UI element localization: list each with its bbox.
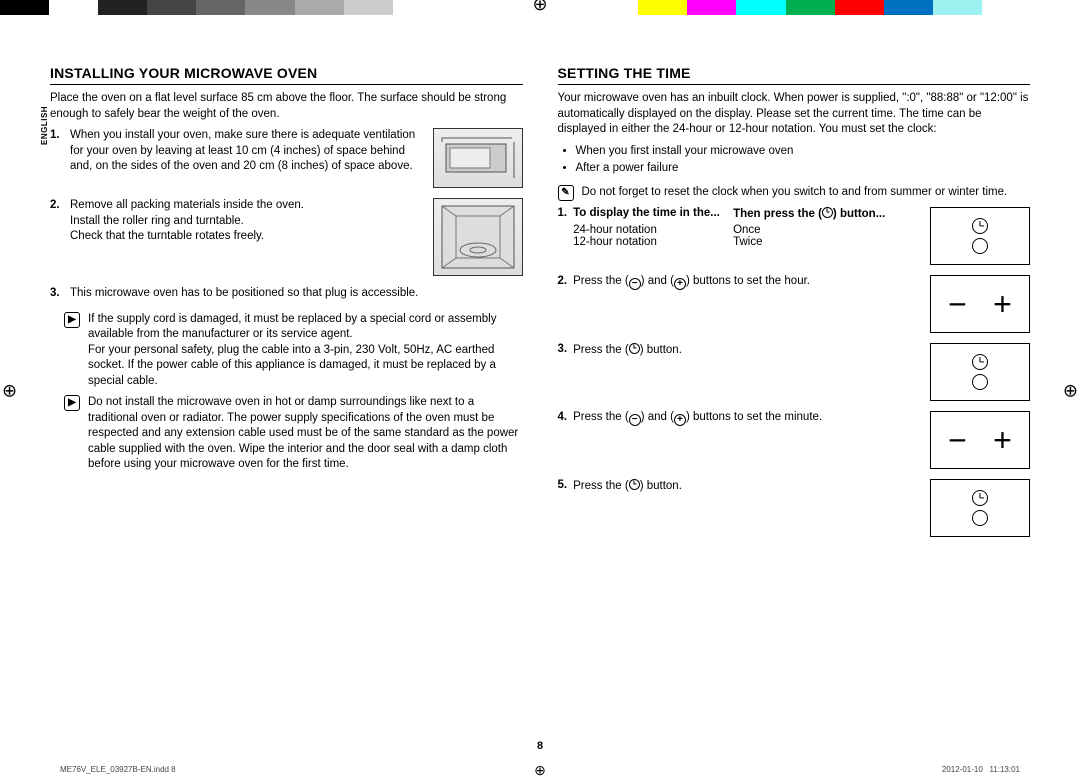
right-column: Setting the time Your microwave oven has… <box>558 65 1031 715</box>
clock-button-panel <box>930 343 1030 401</box>
heading-time: Setting the time <box>558 65 1031 85</box>
clock-icon <box>972 354 988 370</box>
button-circle <box>972 238 988 254</box>
warning-icon: ▶ <box>64 395 80 411</box>
print-footer: ME76V_ELE_03927B-EN.indd 8 ⊕ 2012-01-10 … <box>60 765 1020 774</box>
button-circle <box>972 510 988 526</box>
footer-datetime: 2012-01-10 11:13:01 <box>942 765 1020 774</box>
step1-head-b: Then press the () button... <box>733 207 885 220</box>
plus-minus-panel: − + <box>930 275 1030 333</box>
plus-icon: + <box>993 424 1012 456</box>
time-step-1: 1. To display the time in the... Then pr… <box>558 207 1031 265</box>
clock-reset-note: ✎ Do not forget to reset the clock when … <box>558 185 1031 201</box>
clock-icon <box>822 207 833 218</box>
step4-text: Press the (−) and (+) buttons to set the… <box>573 411 822 469</box>
time-step-4: 4. Press the (−) and (+) buttons to set … <box>558 411 1031 469</box>
registration-mark-top: ⊕ <box>532 0 547 12</box>
step5-text: Press the () button. <box>573 479 682 537</box>
intro-right: Your microwave oven has an inbuilt clock… <box>558 91 1031 138</box>
footer-file: ME76V_ELE_03927B-EN.indd 8 <box>60 765 176 774</box>
time-step-3: 3. Press the () button. <box>558 343 1031 401</box>
install-step-1: 1. When you install your oven, make sure… <box>50 128 523 188</box>
page-number: 8 <box>0 740 1080 752</box>
clock-icon <box>972 490 988 506</box>
time-step-2: 2. Press the (−) and (+) buttons to set … <box>558 275 1031 333</box>
left-column: Installing your microwave oven Place the… <box>50 65 523 715</box>
language-tab: ENGLISH <box>40 106 49 145</box>
warning-note-cord: ▶ If the supply cord is damaged, it must… <box>64 312 523 390</box>
button-circle <box>972 374 988 390</box>
intro-left: Place the oven on a flat level surface 8… <box>50 91 523 122</box>
plus-minus-panel: − + <box>930 411 1030 469</box>
oven-interior-illustration <box>433 198 523 276</box>
plus-icon: + <box>674 278 686 290</box>
warning-icon: ▶ <box>64 312 80 328</box>
minus-icon: − <box>948 288 967 320</box>
heading-installing: Installing your microwave oven <box>50 65 523 85</box>
minus-icon: − <box>629 278 641 290</box>
clock-conditions: When you first install your microwave ov… <box>558 144 1031 177</box>
step1-head-a: To display the time in the... <box>573 207 723 220</box>
clock-button-panel <box>930 207 1030 265</box>
install-steps: 1. When you install your oven, make sure… <box>50 128 523 302</box>
time-step-5: 5. Press the () button. <box>558 479 1031 537</box>
minus-icon: − <box>629 414 641 426</box>
clock-icon <box>629 343 640 354</box>
printer-color-bar: ⊕ <box>0 0 1080 15</box>
step2-text: Press the (−) and (+) buttons to set the… <box>573 275 810 333</box>
plus-icon: + <box>993 288 1012 320</box>
clock-icon <box>629 479 640 490</box>
page-content: ENGLISH Installing your microwave oven P… <box>0 15 1080 715</box>
minus-icon: − <box>948 424 967 456</box>
install-step-2: 2. Remove all packing materials inside t… <box>50 198 523 276</box>
plus-icon: + <box>674 414 686 426</box>
clock-icon <box>972 218 988 234</box>
oven-ventilation-illustration <box>433 128 523 188</box>
note-icon: ✎ <box>558 185 574 201</box>
install-step-3: 3. This microwave oven has to be positio… <box>50 286 523 302</box>
warning-note-placement: ▶ Do not install the microwave oven in h… <box>64 395 523 473</box>
clock-button-panel <box>930 479 1030 537</box>
registration-mark-bottom: ⊕ <box>534 762 546 779</box>
step3-text: Press the () button. <box>573 343 682 401</box>
